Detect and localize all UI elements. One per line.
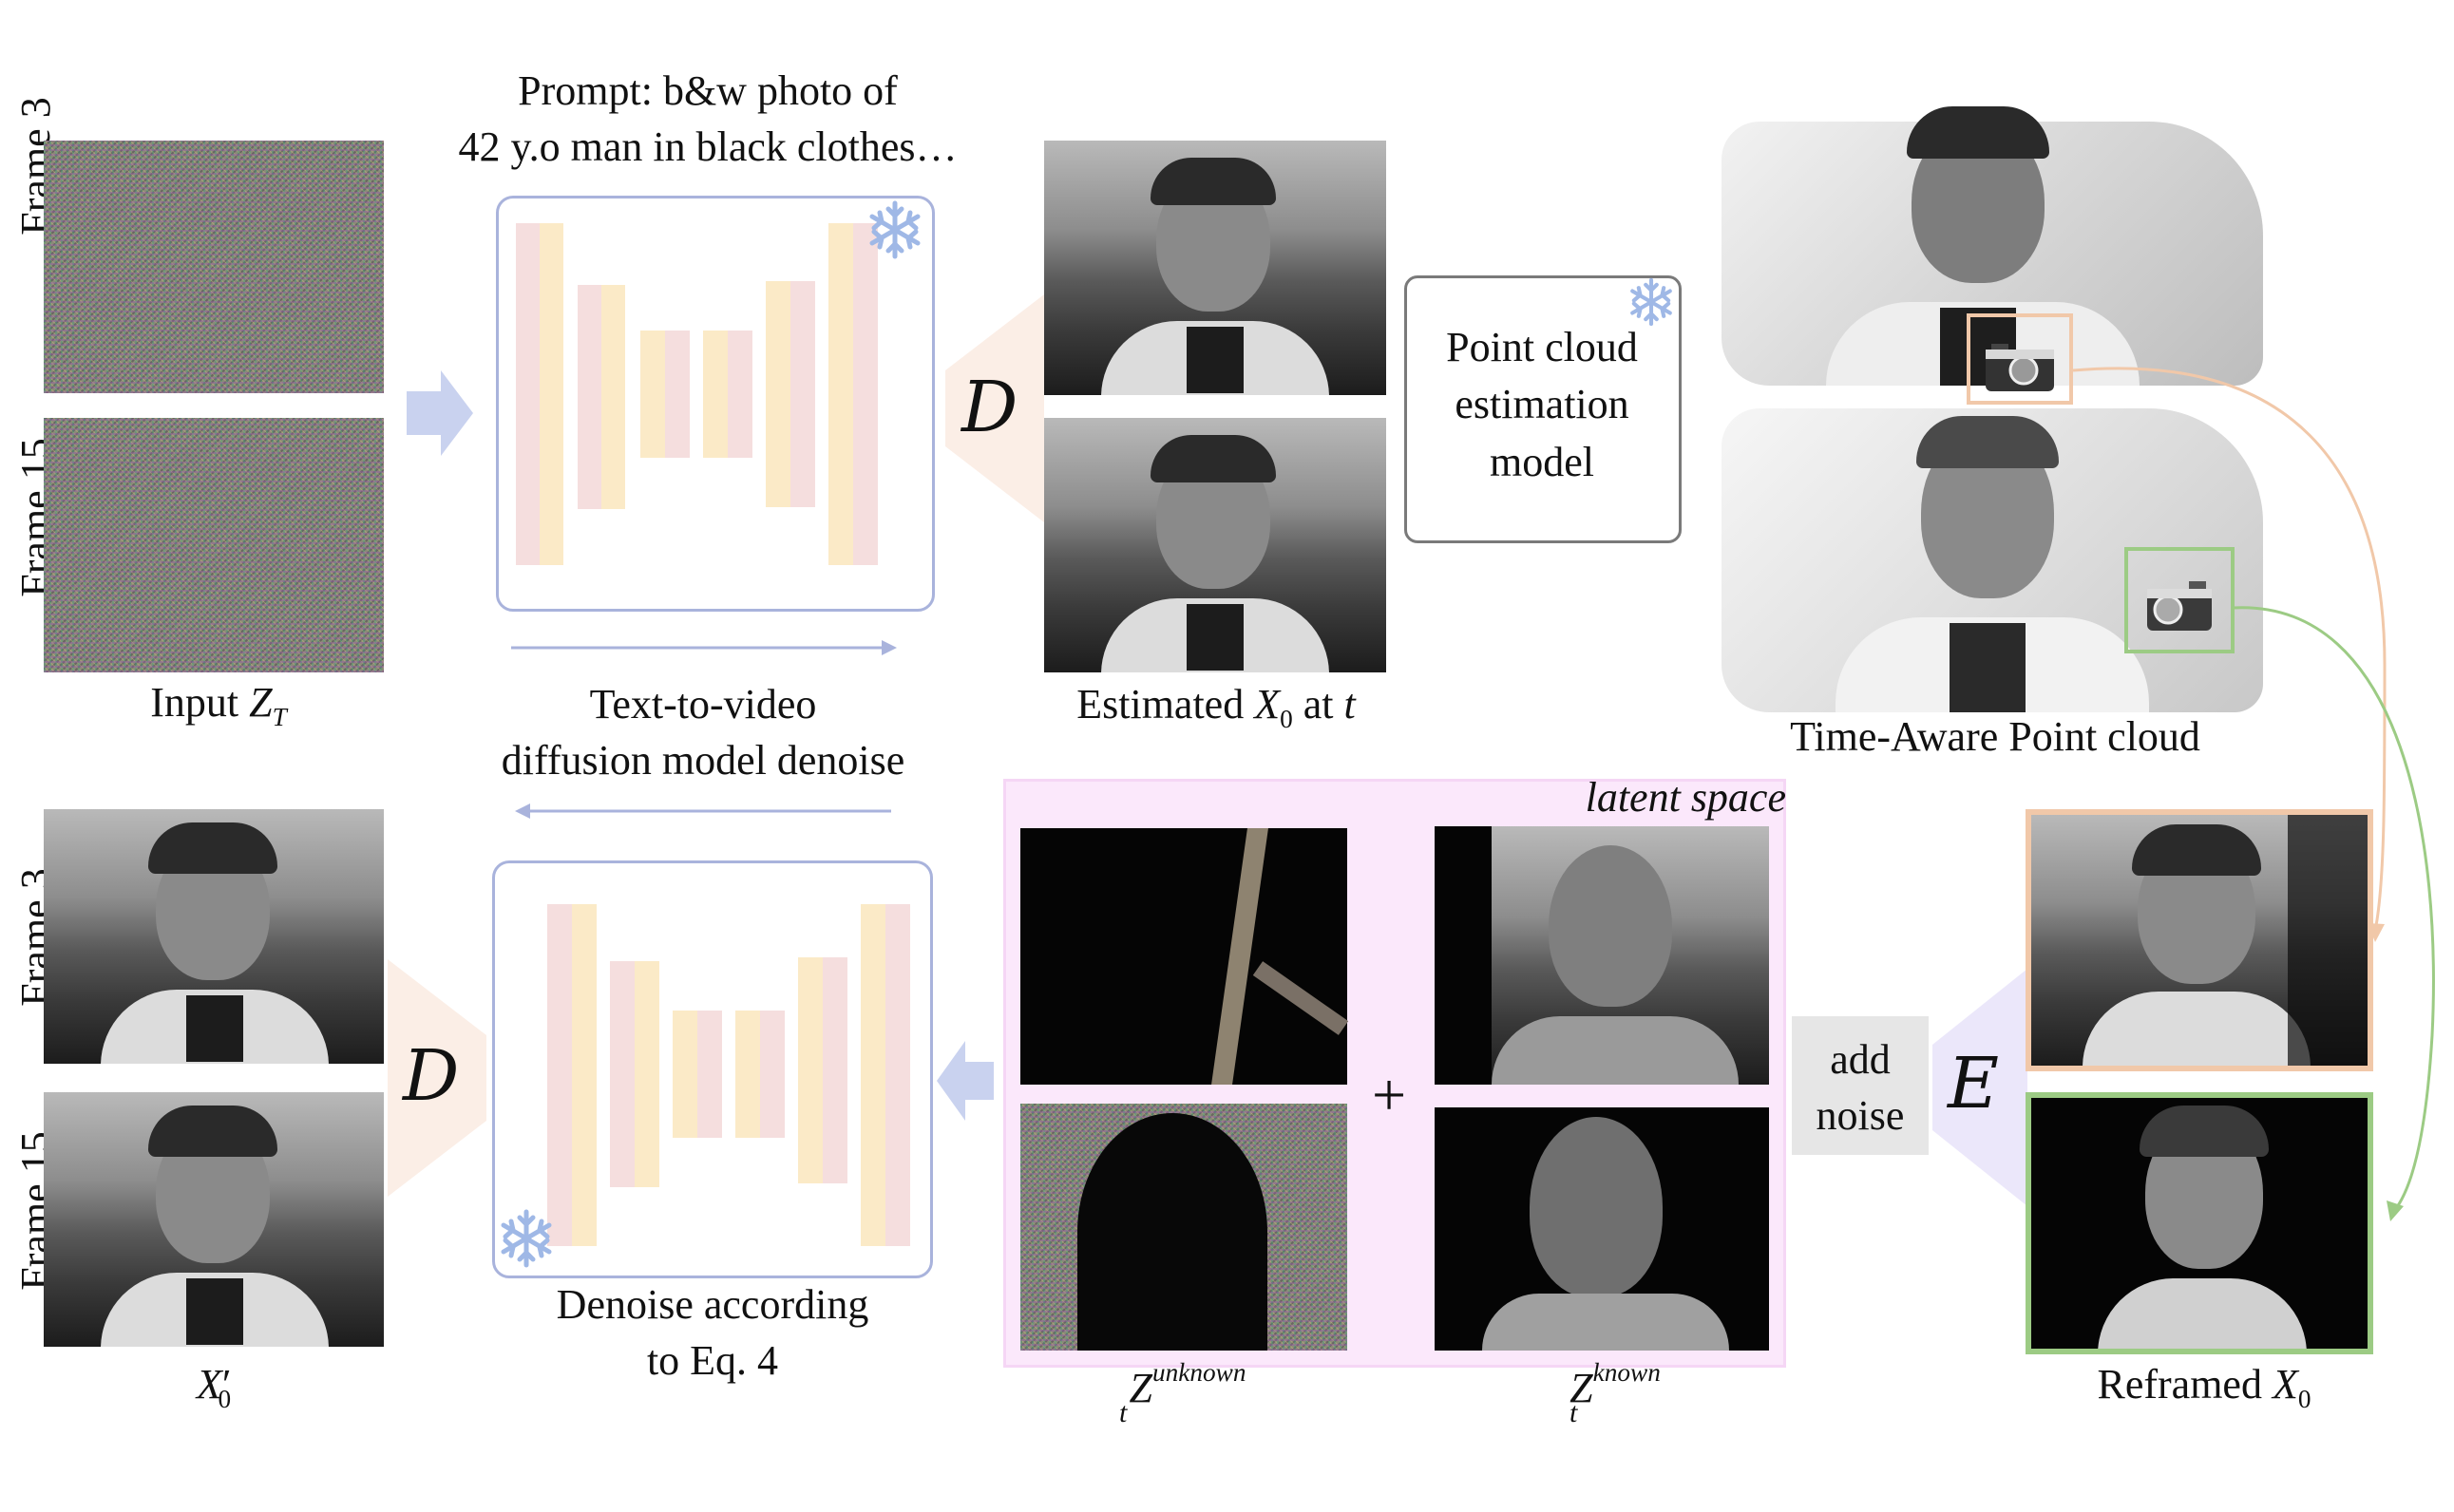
unet-bottom-bar — [798, 957, 847, 1183]
unet-bottom-bar — [735, 1011, 785, 1138]
unet-top-bar — [640, 331, 690, 458]
x0-prime-label: X′0 — [196, 1361, 232, 1413]
estimated-x0-frame3 — [1044, 141, 1386, 395]
snowflake-icon — [501, 1209, 552, 1268]
unet-bottom-bar — [610, 961, 659, 1187]
output-x0-frame15 — [44, 1092, 384, 1347]
point-cloud-frame3 — [1722, 106, 2263, 386]
backward-direction-arrow — [515, 803, 891, 819]
estimated-x0-frame15 — [1044, 418, 1386, 672]
output-x0-frame3 — [44, 809, 384, 1064]
decoder-letter-bottom: D — [403, 1035, 460, 1117]
z-unknown-label: Zunknown t — [1119, 1358, 1246, 1428]
unet-top-bar — [766, 281, 815, 507]
time-aware-point-cloud-label: Time-Aware Point cloud — [1790, 713, 2200, 760]
z-known-frame15 — [1435, 1107, 1769, 1351]
reframed-x0-label: Reframed X0 — [2097, 1361, 2311, 1413]
add-noise-label: add noise — [1816, 1036, 1905, 1140]
snowflake-icon — [869, 200, 921, 259]
right-arrow-icon — [407, 370, 473, 456]
unet-bottom-bar — [861, 904, 910, 1246]
camera-frame-orange — [1967, 313, 2073, 405]
reframed-x0-frame15 — [2026, 1092, 2373, 1354]
decoder-letter-top: D — [961, 367, 1018, 448]
point-cloud-frame15 — [1722, 408, 2263, 712]
unet-top-bar — [828, 223, 878, 565]
decoder-fan-bottom — [388, 959, 486, 1197]
noise-frame-3 — [44, 141, 384, 393]
encoder-fan — [1932, 969, 2027, 1206]
decoder-fan-top — [945, 294, 1044, 522]
snowflake-icon — [1630, 277, 1672, 327]
left-arrow-icon — [937, 1041, 994, 1121]
encoder-letter: E — [1948, 1043, 2000, 1125]
z-known-frame3 — [1435, 826, 1769, 1085]
noise-frame-15 — [44, 418, 384, 672]
reframed-x0-frame3 — [2026, 809, 2373, 1071]
z-known-label: Zknown t — [1569, 1358, 1661, 1428]
unet-bottom-bar — [673, 1011, 722, 1138]
point-cloud-estimation-box — [1404, 275, 1682, 543]
forward-direction-arrow — [511, 640, 897, 655]
point-cloud-estimation-label: Point cloud estimation model — [1446, 324, 1638, 485]
t2v-label: Text-to-video diffusion model denoise — [501, 681, 905, 784]
denoise-eq4-label: Denoise according to Eq. 4 — [556, 1281, 869, 1385]
plus-sign: + — [1371, 1061, 1407, 1128]
unet-top-bar — [578, 285, 625, 509]
z-unknown-frame15 — [1020, 1104, 1347, 1351]
add-noise-box — [1792, 1016, 1929, 1155]
unet-top-bar — [703, 331, 752, 458]
input-zt-label: Input ZT — [150, 679, 287, 731]
z-unknown-frame3 — [1020, 828, 1349, 1085]
unet-top-bar — [516, 223, 563, 565]
camera-frame-green — [2124, 547, 2235, 653]
prompt-text: Prompt: b&w photo of 42 y.o man in black… — [458, 67, 958, 171]
estimated-x0-label: Estimated X0 at t — [1076, 681, 1356, 733]
camera-icon — [1986, 344, 2054, 391]
unet-bottom-bar — [547, 904, 597, 1246]
latent-space-label: latent space — [1585, 774, 1786, 821]
camera-icon — [2147, 581, 2212, 631]
